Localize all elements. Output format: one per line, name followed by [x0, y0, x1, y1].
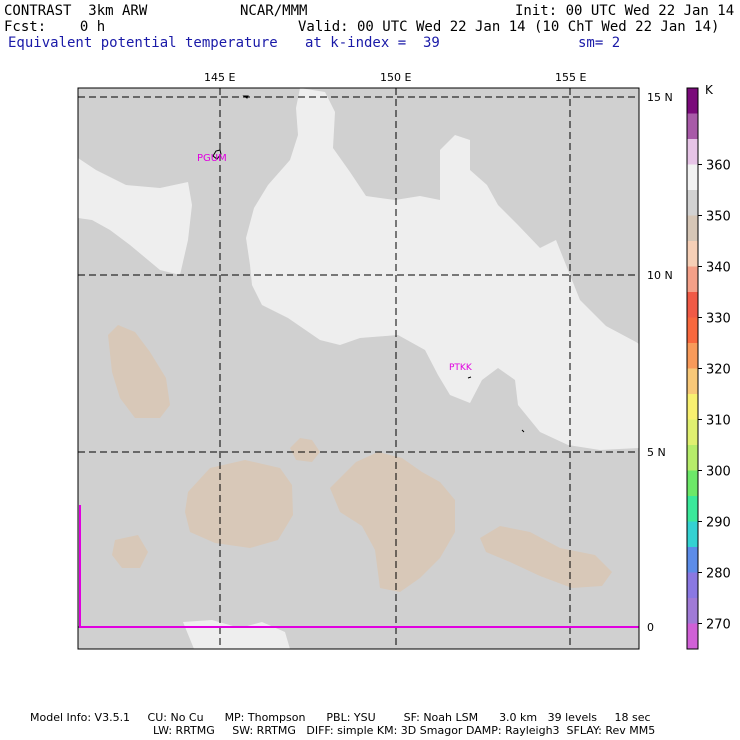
- colorbar-swatch: [687, 419, 698, 446]
- model-info-line2: LW: RRTMG SW: RRTMG DIFF: simple KM: 3D …: [153, 724, 656, 737]
- field-name: Equivalent potential temperature: [8, 35, 278, 51]
- lat-label-0: 0: [647, 621, 654, 634]
- colorbar-swatch: [687, 521, 698, 548]
- colorbar-swatch: [687, 139, 698, 165]
- colorbar-swatch: [687, 598, 698, 624]
- colorbar-swatch: [687, 547, 698, 573]
- colorbar-swatch: [687, 343, 698, 369]
- theta-e-345-blob-4: [290, 438, 320, 462]
- station-label-ptkk: PTKK: [449, 363, 473, 373]
- lon-label-150e: 150 E: [380, 71, 412, 84]
- lon-label-155e: 155 E: [555, 71, 587, 84]
- theta-e-345-blob-2: [185, 460, 293, 548]
- colorbar-labels: 360 350 340 330 320 310 300 290 280 270: [698, 159, 731, 633]
- colorbar-swatch: [687, 623, 698, 650]
- lon-label-145e: 145 E: [204, 71, 236, 84]
- colorbar-swatch: [687, 241, 698, 267]
- colorbar-swatch: [687, 496, 698, 522]
- domain-boundary: [79, 505, 639, 628]
- colorbar-swatch: [687, 394, 698, 420]
- colorbar-swatch: [687, 368, 698, 395]
- organization: NCAR/MMM: [240, 3, 308, 19]
- theta-e-345-blob-1: [108, 325, 170, 418]
- theta-e-355-region-main: [246, 88, 639, 450]
- colorbar-tick-label: 360: [706, 159, 731, 174]
- coastlines: [212, 95, 525, 433]
- colorbar-swatch: [687, 215, 698, 242]
- theta-e-355-region-west: [78, 158, 192, 275]
- colorbar-swatch: [687, 266, 698, 293]
- colorbar-tick-label: 280: [706, 567, 731, 582]
- lat-label-10n: 10 N: [647, 269, 673, 282]
- init-time: Init: 00 UTC Wed 22 Jan 14: [515, 3, 735, 19]
- colorbar-tick-label: 320: [706, 363, 731, 378]
- colorbar-tick-label: 350: [706, 210, 731, 225]
- smoothing: sm= 2: [578, 35, 621, 51]
- lat-label-5n: 5 N: [647, 446, 666, 459]
- colorbar-swatches: [687, 88, 698, 650]
- theta-e-345-blob-6: [480, 526, 612, 588]
- colorbar-tick-label: 290: [706, 516, 731, 531]
- colorbar-swatch: [687, 317, 698, 344]
- colorbar-tick-label: 270: [706, 618, 731, 633]
- colorbar-swatch: [687, 113, 698, 140]
- theta-e-345-blob-3: [112, 535, 148, 568]
- colorbar-tick-label: 340: [706, 261, 731, 276]
- colorbar-swatch: [687, 445, 698, 471]
- colorbar-tick-label: 330: [706, 312, 731, 327]
- colorbar-swatch: [687, 190, 698, 216]
- map-frame: [77, 87, 640, 650]
- colorbar-tick-label: 310: [706, 414, 731, 429]
- colorbar-unit: K: [705, 83, 714, 97]
- colorbar-swatch: [687, 292, 698, 318]
- model-info-line1: Model Info: V3.5.1 CU: No Cu MP: Thompso…: [30, 711, 651, 724]
- colorbar-swatch: [687, 572, 698, 599]
- theta-e-345-blob-5: [330, 452, 455, 592]
- forecast-hour: Fcst: 0 h: [4, 19, 106, 35]
- model-title: CONTRAST 3km ARW: [4, 3, 148, 19]
- colorbar-swatch: [687, 164, 698, 191]
- colorbar-swatch: [687, 88, 698, 114]
- lat-label-15n: 15 N: [647, 91, 673, 104]
- colorbar-swatch: [687, 470, 698, 497]
- valid-time: Valid: 00 UTC Wed 22 Jan 14 (10 ChT Wed …: [298, 19, 720, 35]
- vertical-level: at k-index = 39: [305, 35, 440, 51]
- colorbar-tick-label: 300: [706, 465, 731, 480]
- station-label-pgum: PGUM: [197, 153, 227, 164]
